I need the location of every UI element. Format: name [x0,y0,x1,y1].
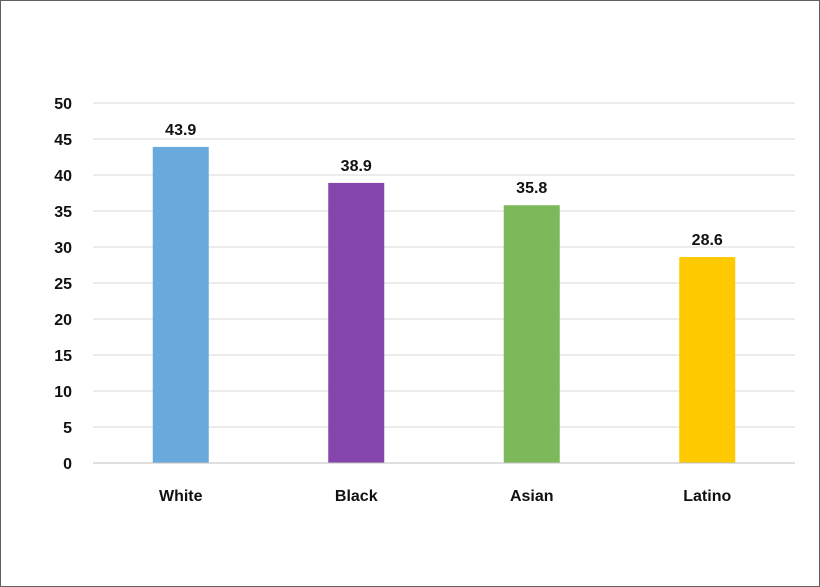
x-tick-label-white: White [159,488,203,505]
bar-latino [679,257,736,463]
bar-asian [503,205,560,464]
x-tick-label-latino: Latino [683,488,731,505]
x-tick-label-black: Black [335,488,378,505]
y-tick-label: 45 [54,132,72,149]
y-tick-label: 30 [54,240,72,257]
y-tick-label: 20 [54,312,72,329]
gridlines [93,102,795,428]
data-label-latino: 28.6 [692,232,723,249]
y-tick-label: 10 [54,384,72,401]
data-label-black: 38.9 [341,158,372,175]
bars [152,146,736,464]
data-label-white: 43.9 [165,122,196,139]
y-tick-label: 15 [54,348,72,365]
y-axis-tick-labels: 0 5 10 15 20 25 30 35 40 45 50 [54,96,72,473]
y-tick-label: 35 [54,204,72,221]
data-label-asian: 35.8 [516,180,547,197]
y-tick-label: 0 [63,456,72,473]
y-tick-label: 5 [63,420,72,437]
y-tick-label: 50 [54,96,72,113]
y-tick-label: 25 [54,276,72,293]
x-tick-label-asian: Asian [510,488,554,505]
bar-black [328,182,385,464]
data-labels: 43.9 38.9 35.8 28.6 [165,122,723,249]
bar-white [152,146,209,464]
y-tick-label: 40 [54,168,72,185]
x-axis-tick-labels: White Black Asian Latino [159,488,731,505]
